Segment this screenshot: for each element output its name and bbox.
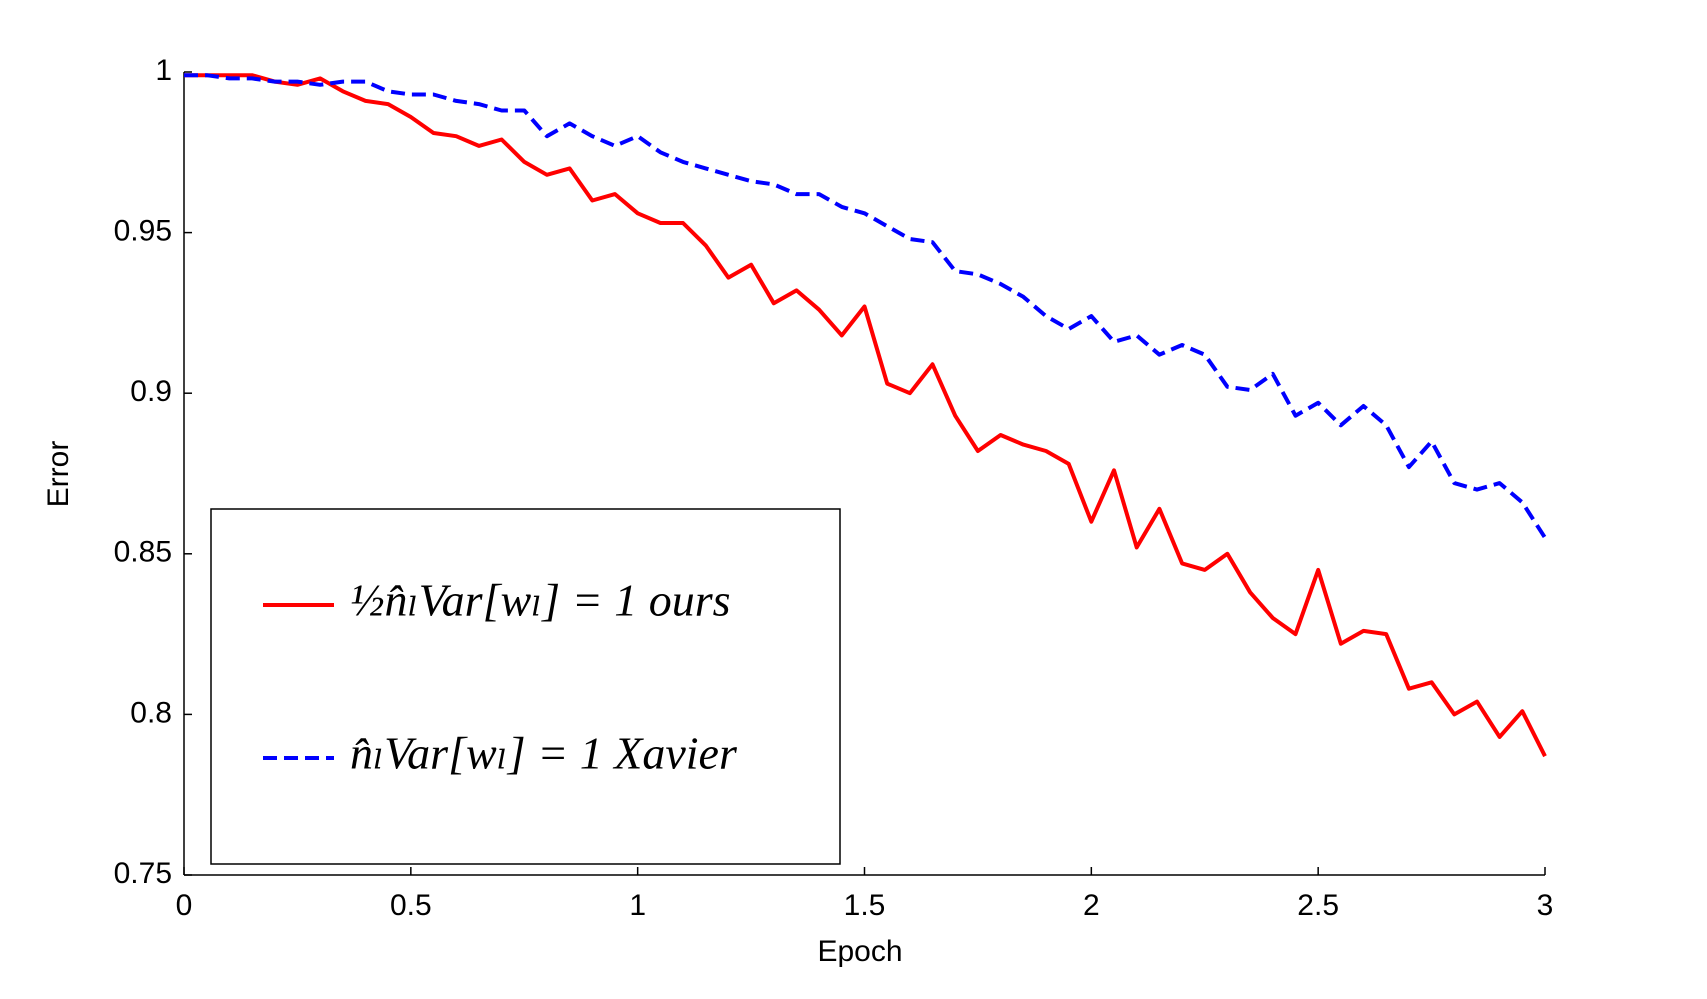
legend-box: [210, 508, 841, 865]
x-tick-label: 0: [176, 889, 193, 922]
x-tick-label: 2.5: [1297, 889, 1339, 922]
y-axis-label: Error: [42, 441, 75, 508]
x-tick-label: 1: [629, 889, 646, 922]
x-tick-label: 2: [1083, 889, 1100, 922]
legend-label: n̂ₗVar[wₗ] = 1 Xavier: [350, 728, 738, 779]
x-axis-label: Epoch: [817, 935, 902, 968]
y-tick-label: 1: [155, 54, 172, 87]
y-tick-label: 0.85: [114, 536, 172, 569]
y-tick-label: 0.9: [130, 375, 172, 408]
y-tick-label: 0.75: [114, 857, 172, 890]
series-line: [184, 73, 1547, 539]
y-tick-label: 0.95: [114, 215, 172, 248]
y-tick-label: 0.8: [130, 696, 172, 729]
x-tick-label: 0.5: [390, 889, 432, 922]
series-line: [184, 73, 1547, 758]
x-tick-label: 1.5: [844, 889, 886, 922]
legend-label: ½n̂ₗVar[wₗ] = 1 ours: [350, 575, 731, 626]
x-tick-label: 3: [1537, 889, 1554, 922]
